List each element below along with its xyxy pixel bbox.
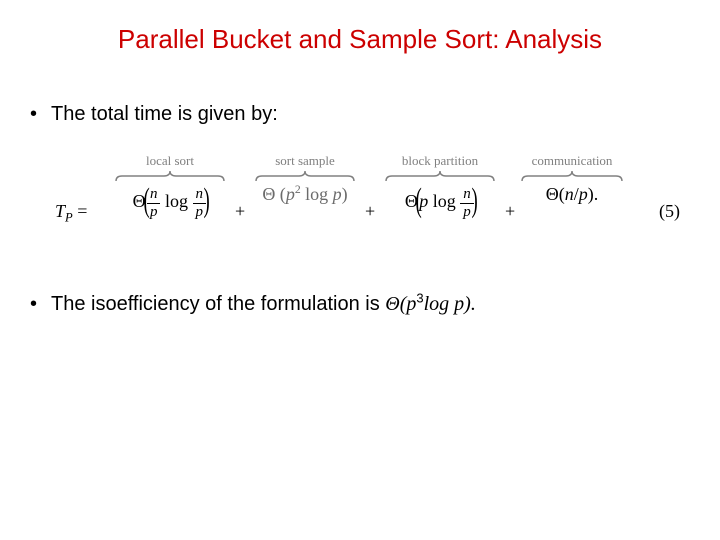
bullet-list-2: • The isoefficiency of the formulation i… [30, 290, 690, 338]
eq-label-blockpartition: block partition [381, 153, 499, 169]
isoeff-exp: 3 [416, 290, 423, 305]
bullet-list: • The total time is given by: [30, 100, 690, 148]
eq-equals: = [73, 201, 88, 221]
bullet-1-text: The total time is given by: [51, 100, 278, 128]
bullet-1: • The total time is given by: [30, 100, 690, 128]
overbrace-blockpartition [385, 170, 495, 182]
eq-term-sortsample: sort sample Θ (p2 log p) [251, 153, 359, 205]
eq-lhs-sym: TP [55, 201, 73, 221]
bullet-2-prefix: The isoefficiency of the formulation is [51, 293, 385, 315]
isoeff-close: ). [464, 293, 476, 315]
eq-math-localsort: Θ(np log np) [133, 191, 208, 211]
isoeff-log: log [424, 293, 455, 315]
overbrace-localsort [115, 170, 225, 182]
isoeff-p2: p [454, 293, 464, 315]
equation: TP = local sort Θ(np log np) sort sample Θ … [55, 145, 680, 250]
bullet-2-text: The isoefficiency of the formulation is … [51, 290, 476, 318]
eq-math-blockpartition: Θ(p log np) [405, 191, 475, 211]
eq-label-communication: communication [517, 153, 627, 169]
overbrace-sortsample [255, 170, 355, 182]
isoeff-theta: Θ( [385, 293, 406, 315]
slide: Parallel Bucket and Sample Sort: Analysi… [0, 0, 720, 540]
eq-plus-3: + [505, 201, 515, 222]
bullet-dot: • [30, 290, 37, 318]
eq-plus-1: + [235, 201, 245, 222]
overbrace-communication [521, 170, 623, 182]
eq-term-blockpartition: block partition Θ(p log np) [381, 153, 499, 222]
page-title: Parallel Bucket and Sample Sort: Analysi… [0, 24, 720, 55]
eq-label-localsort: local sort [111, 153, 229, 169]
eq-math-sortsample: Θ (p2 log p) [262, 184, 347, 204]
equation-number: (5) [659, 201, 680, 222]
isoeff-p1: p [406, 293, 416, 315]
eq-term-communication: communication Θ(n/p). [517, 153, 627, 205]
eq-lhs: TP = [55, 201, 87, 222]
eq-math-communication: Θ(n/p). [546, 184, 599, 204]
eq-label-sortsample: sort sample [251, 153, 359, 169]
eq-plus-2: + [365, 201, 375, 222]
bullet-2: • The isoefficiency of the formulation i… [30, 290, 690, 318]
eq-term-localsort: local sort Θ(np log np) [111, 153, 229, 222]
bullet-dot: • [30, 100, 37, 128]
